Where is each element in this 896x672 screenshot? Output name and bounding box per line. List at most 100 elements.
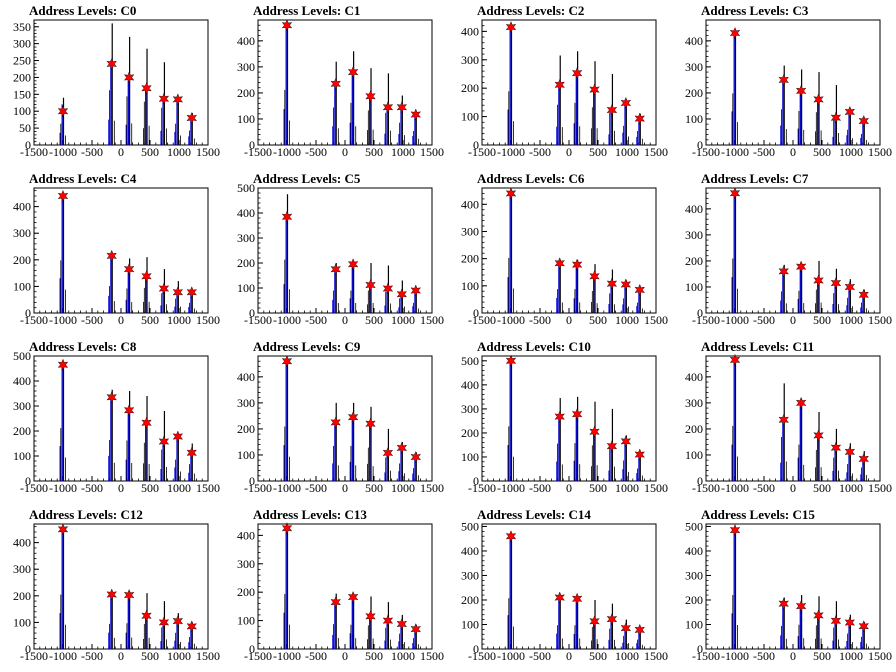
x-tick-label: -1000 — [721, 145, 749, 159]
histogram-chart: Address Levels: C14 0 100 200 300 400 500 -1500… — [461, 507, 668, 663]
x-tick-label: -500 — [305, 313, 327, 327]
x-tick-label: 1500 — [196, 145, 220, 159]
star-marker-icon — [844, 445, 856, 458]
x-tick-label: -1500 — [20, 649, 48, 663]
y-tick-label: 150 — [13, 87, 31, 101]
x-tick-label: -500 — [305, 481, 327, 495]
star-marker-icon — [396, 441, 408, 454]
star-marker-icon — [281, 19, 293, 32]
star-marker-icon — [729, 187, 741, 200]
y-tick-label: 0 — [473, 474, 479, 488]
y-tick-label: 200 — [237, 422, 255, 436]
x-tick-label: 1500 — [644, 313, 668, 327]
x-tick-label: 500 — [141, 145, 159, 159]
star-marker-icon — [123, 588, 135, 602]
x-tick-label: -1000 — [273, 313, 301, 327]
y-tick-label: 300 — [461, 402, 479, 416]
star-marker-icon — [830, 441, 842, 454]
histogram-panel: Address Levels: C14 0 100 200 300 400 500 -1500… — [448, 504, 672, 672]
x-tick-label: -500 — [753, 481, 775, 495]
x-tick-label: 500 — [813, 481, 831, 495]
y-tick-label: 0 — [697, 642, 703, 656]
histogram-chart: Address Levels: C50100200300400500-1500-… — [237, 171, 444, 327]
histogram-panel: Address Levels: C3 0 100 200 300 400 -1500 -100… — [672, 0, 896, 168]
y-tick-label: 100 — [13, 104, 31, 118]
y-tick-label: 300 — [685, 568, 703, 582]
y-tick-label: 400 — [237, 528, 255, 542]
y-tick-label: 500 — [461, 519, 479, 533]
x-tick-label: 1500 — [868, 649, 892, 663]
histogram-panel: Address Levels: C15 0 100 200 300 400 500 -1500… — [672, 504, 896, 672]
star-marker-icon — [795, 260, 807, 273]
x-tick-label: 1000 — [615, 313, 639, 327]
y-tick-label: 100 — [461, 450, 479, 464]
x-tick-label: -500 — [81, 145, 103, 159]
y-tick-label: 300 — [13, 562, 31, 576]
y-tick-label: 400 — [461, 197, 479, 211]
x-tick-label: 500 — [365, 649, 383, 663]
x-tick-label: 1000 — [391, 649, 415, 663]
chart-title: Address Levels: C10 — [477, 339, 591, 354]
x-tick-label: -1500 — [20, 145, 48, 159]
x-tick-label: -1500 — [20, 313, 48, 327]
star-marker-icon — [606, 440, 618, 453]
y-tick-label: 300 — [13, 37, 31, 51]
star-marker-icon — [554, 410, 565, 423]
x-tick-label: 0 — [342, 649, 348, 663]
x-tick-label: -1000 — [721, 649, 749, 663]
star-marker-icon — [778, 73, 789, 86]
y-tick-label: 100 — [461, 279, 479, 293]
y-tick-label: 100 — [237, 112, 255, 126]
y-tick-label: 100 — [685, 617, 703, 631]
y-tick-label: 400 — [685, 34, 703, 48]
histogram-chart: Address Levels: C9 0 100 200 300 400 -1500 -100… — [237, 339, 444, 495]
y-tick-label: 400 — [13, 374, 31, 388]
y-tick-label: 300 — [685, 228, 703, 242]
x-tick-label: -1500 — [244, 313, 272, 327]
star-marker-icon — [57, 358, 69, 371]
star-marker-icon — [330, 263, 341, 276]
x-tick-label: 500 — [141, 649, 159, 663]
chart-title: Address Levels: C13 — [253, 507, 367, 522]
y-tick-label: 400 — [237, 370, 255, 384]
star-marker-icon — [57, 189, 69, 203]
x-tick-label: 500 — [141, 481, 159, 495]
histogram-chart: Address Levels: C6 0 100 200 300 400 -1500 -100… — [461, 171, 668, 327]
y-tick-label: 300 — [13, 399, 31, 413]
x-tick-label: -500 — [81, 313, 103, 327]
y-tick-label: 200 — [461, 252, 479, 266]
star-marker-icon — [281, 355, 293, 368]
x-tick-label: 0 — [118, 649, 124, 663]
x-tick-label: -500 — [305, 145, 327, 159]
star-marker-icon — [123, 71, 135, 84]
histogram-chart: Address Levels: C4 0 100 200 300 400 -1500 -100… — [13, 171, 220, 327]
x-tick-label: -500 — [753, 145, 775, 159]
x-tick-label: 1500 — [868, 145, 892, 159]
y-tick-label: 300 — [685, 396, 703, 410]
star-marker-icon — [141, 82, 152, 95]
x-tick-label: 1500 — [196, 313, 220, 327]
y-tick-label: 300 — [461, 224, 479, 238]
x-tick-label: -1000 — [497, 145, 525, 159]
y-tick-label: 100 — [237, 614, 255, 628]
star-marker-icon — [281, 210, 293, 223]
y-tick-label: 100 — [461, 110, 479, 124]
star-marker-icon — [123, 404, 135, 417]
y-tick-label: 500 — [461, 354, 479, 368]
y-tick-label: 350 — [13, 20, 31, 34]
x-tick-label: 1000 — [615, 481, 639, 495]
y-tick-label: 400 — [461, 544, 479, 558]
star-marker-icon — [729, 26, 741, 40]
x-tick-label: -500 — [529, 481, 551, 495]
star-marker-icon — [396, 101, 408, 114]
histogram-chart: Address Levels: C11 0 100 200 300 400 -1500 -10… — [685, 339, 892, 495]
x-tick-label: 1500 — [420, 481, 444, 495]
histogram-panel: Address Levels: C2 0 100 200 300 400 -1500 -100… — [448, 0, 672, 168]
x-tick-label: -500 — [305, 649, 327, 663]
star-marker-icon — [106, 249, 117, 262]
star-marker-icon — [620, 278, 632, 291]
star-marker-icon — [844, 280, 856, 293]
x-tick-label: -1000 — [49, 313, 77, 327]
star-marker-icon — [620, 435, 632, 448]
